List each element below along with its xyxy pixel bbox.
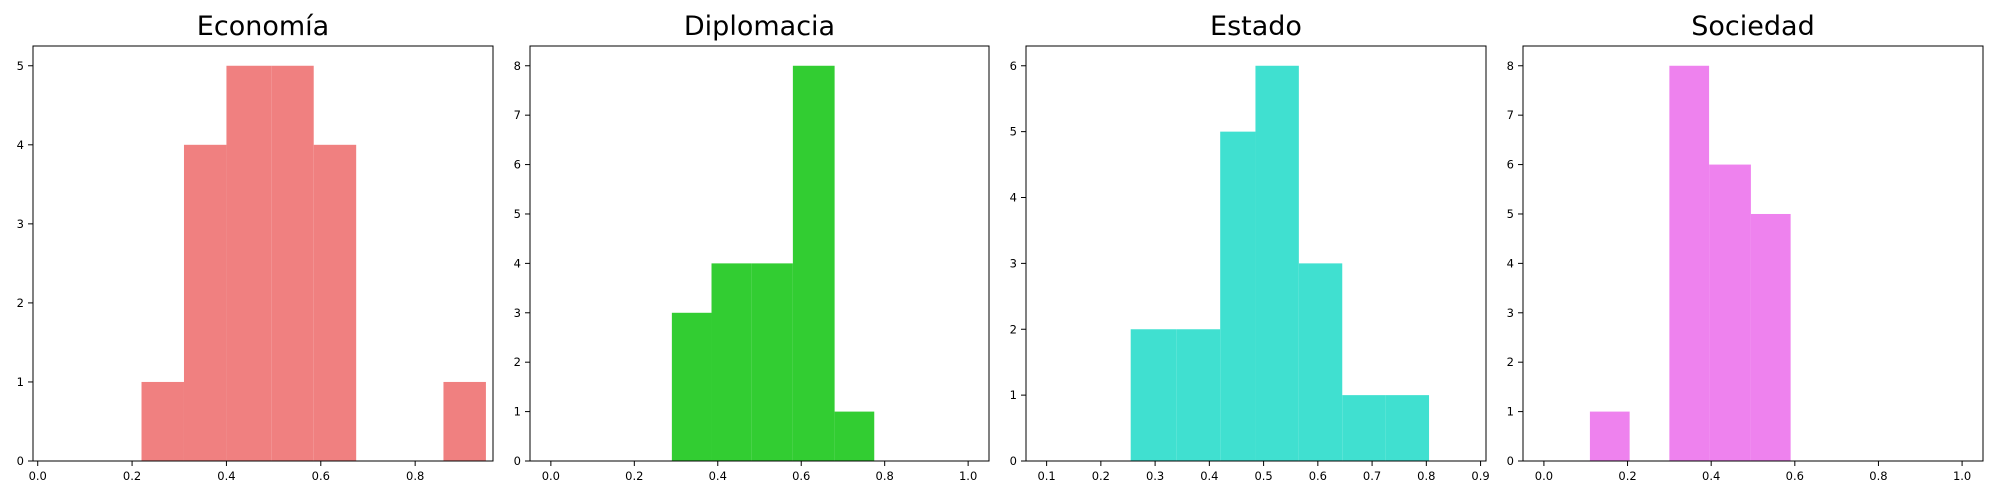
y-tick-label: 3: [1010, 256, 1017, 270]
x-tick-label: 0.7: [1363, 469, 1381, 483]
y-tick-label: 8: [514, 59, 521, 73]
x-tick-label: 0.6: [792, 469, 810, 483]
x-tick-label: 0.4: [1200, 469, 1218, 483]
y-tick-label: 5: [514, 207, 521, 221]
x-tick-label: 0.3: [1146, 469, 1164, 483]
y-tick-label: 5: [1507, 207, 1514, 221]
histogram-bar: [443, 381, 486, 461]
histogram-bar: [751, 263, 793, 461]
axes-frame: [1025, 45, 1487, 462]
chart-title: Economía: [197, 11, 329, 42]
chart-panel-2: 0.0 0.2 0.4 0.6 0.8 1.0 0 1 2 3 4 5 6 7 8 Diplomacia: [514, 11, 990, 483]
x-tick-label: 0.8: [1417, 469, 1435, 483]
x-tick-label: 0.4: [1702, 469, 1720, 483]
x-tick-label: 0.2: [123, 469, 141, 483]
histogram-bar: [1385, 395, 1430, 461]
y-tick-label: 7: [514, 108, 521, 122]
histogram-bar: [1220, 131, 1256, 461]
x-tick-label: 0.1: [1037, 469, 1055, 483]
y-tick-label: 0: [17, 454, 24, 468]
histogram-bar: [1589, 411, 1630, 461]
histogram-bar: [1130, 329, 1177, 461]
histogram-bar: [792, 65, 835, 461]
y-tick-label: 6: [514, 158, 521, 172]
histogram-bar: [1709, 164, 1751, 462]
chart-title: Estado: [1210, 11, 1302, 42]
histogram-bar: [711, 263, 752, 461]
chart-panel-4: 0.0 0.2 0.4 0.6 0.8 1.0 0 1 2 3 4 5 6 7 8 Sociedad: [1507, 11, 1984, 483]
histogram-bar: [1176, 329, 1221, 461]
chart-title: Sociedad: [1691, 11, 1814, 42]
axes-frame: [529, 45, 990, 462]
x-tick-label: 0.2: [1092, 469, 1110, 483]
chart-panel-3: 0.1 0.2 0.3 0.4 0.5 0.6 0.7 0.8 0.9 0 1 2 3 4 5 6 Estado: [1010, 11, 1490, 483]
x-tick-label: 1.0: [1953, 469, 1971, 483]
y-tick-label: 2: [1010, 322, 1017, 336]
axes-frame: [1522, 45, 1984, 462]
y-tick-label: 4: [17, 138, 24, 152]
y-tick-label: 2: [1507, 355, 1514, 369]
x-tick-label: 0.0: [1535, 469, 1553, 483]
x-tick-label: 0.8: [1869, 469, 1887, 483]
x-tick-label: 0.5: [1254, 469, 1272, 483]
y-tick-label: 4: [1507, 256, 1514, 270]
x-tick-label: 0.0: [542, 469, 560, 483]
x-tick-label: 0.4: [217, 469, 235, 483]
x-tick-label: 0.9: [1471, 469, 1489, 483]
chart-title: Diplomacia: [684, 11, 835, 42]
y-tick-label: 6: [1507, 158, 1514, 172]
y-tick-label: 3: [1507, 306, 1514, 320]
x-tick-label: 0.6: [1309, 469, 1327, 483]
x-tick-label: 0.6: [312, 469, 330, 483]
histogram-bar: [141, 381, 184, 461]
x-tick-label: 0.0: [29, 469, 47, 483]
axes-frame: [32, 45, 494, 462]
y-tick-label: 7: [1507, 108, 1514, 122]
histogram-bar: [1669, 65, 1710, 461]
y-tick-label: 1: [514, 405, 521, 419]
x-tick-label: 0.8: [406, 469, 424, 483]
y-tick-label: 4: [514, 256, 521, 270]
x-tick-label: 0.2: [1618, 469, 1636, 483]
x-tick-label: 0.4: [709, 469, 727, 483]
histogram-bar: [1255, 65, 1299, 461]
histogram-bar: [226, 65, 272, 461]
histogram-bar: [1342, 395, 1386, 461]
y-tick-label: 2: [514, 355, 521, 369]
y-tick-label: 2: [17, 296, 24, 310]
histogram-bar: [671, 312, 712, 461]
y-tick-label: 3: [514, 306, 521, 320]
y-tick-label: 3: [17, 217, 24, 231]
y-tick-label: 1: [1010, 388, 1017, 402]
histogram-bar: [183, 144, 227, 462]
histogram-bar: [1750, 213, 1791, 461]
y-tick-label: 6: [1010, 59, 1017, 73]
x-tick-label: 0.8: [876, 469, 894, 483]
y-tick-label: 0: [514, 454, 521, 468]
y-tick-label: 4: [1010, 191, 1017, 205]
y-tick-label: 5: [17, 59, 24, 73]
y-tick-label: 1: [17, 375, 24, 389]
y-tick-label: 5: [1010, 125, 1017, 139]
y-tick-label: 0: [1010, 454, 1017, 468]
histogram-bar: [1298, 263, 1343, 461]
histogram-bar: [834, 411, 875, 461]
x-tick-label: 0.6: [1786, 469, 1804, 483]
histogram-bar: [313, 144, 357, 462]
y-tick-label: 8: [1507, 59, 1514, 73]
y-tick-label: 0: [1507, 454, 1514, 468]
y-tick-label: 1: [1507, 405, 1514, 419]
x-tick-label: 0.2: [625, 469, 643, 483]
histogram-bar: [271, 65, 314, 461]
chart-panel-1: 0.0 0.2 0.4 0.6 0.8 0 1 2 3 4 5 Economía: [17, 11, 494, 483]
x-tick-label: 1.0: [959, 469, 977, 483]
